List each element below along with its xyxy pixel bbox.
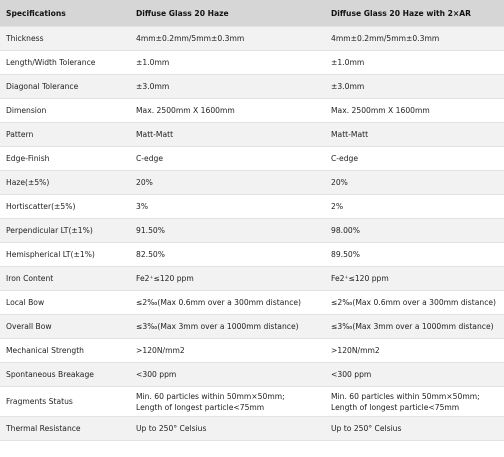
table-cell: ≤3‰(Max 3mm over a 1000mm distance) xyxy=(130,314,325,339)
table-row: Hemispherical LT(±1%) 82.50% 89.50% xyxy=(0,242,504,267)
table-cell: Spontaneous Breakage xyxy=(0,362,130,387)
table-cell: >120N/mm2 xyxy=(130,338,325,363)
table-cell: ≤3‰(Max 3mm over a 1000mm distance) xyxy=(325,314,504,339)
table-cell: Thickness xyxy=(0,26,130,51)
table-cell: 2% xyxy=(325,194,504,219)
table-row: Thickness 4mm±0.2mm/5mm±0.3mm 4mm±0.2mm/5m… xyxy=(0,26,504,51)
table-row: Mechanical Strength >120N/mm2 >120N/mm2 xyxy=(0,338,504,363)
table-cell: Min. 60 particles within 50mm×50mm; Lengt… xyxy=(130,386,325,417)
table-cell: Up to 250° Celsius xyxy=(130,416,325,441)
table-row: Thermal Resistance Up to 250° Celsius Up t… xyxy=(0,416,504,441)
table-row: Dimension Max. 2500mm X 1600mm Max. 2500mm… xyxy=(0,98,504,123)
table-cell: ≤2‰(Max 0.6mm over a 300mm distance) xyxy=(325,290,504,315)
table-cell: Hemispherical LT(±1%) xyxy=(0,242,130,267)
table-cell: Diagonal Tolerance xyxy=(0,74,130,99)
table-cell: ±1.0mm xyxy=(130,50,325,75)
header-row: Specifications Diffuse Glass 20 Haze Dif… xyxy=(0,0,504,27)
table-cell: Hortiscatter(±5%) xyxy=(0,194,130,219)
table-cell: Perpendicular LT(±1%) xyxy=(0,218,130,243)
table-cell: <300 ppm xyxy=(130,362,325,387)
cell-line: Length of longest particle<75mm xyxy=(136,402,265,412)
table-cell: 4mm±0.2mm/5mm±0.3mm xyxy=(325,26,504,51)
table-body: Thickness 4mm±0.2mm/5mm±0.3mm 4mm±0.2mm/5m… xyxy=(0,26,504,441)
table-cell: Dimension xyxy=(0,98,130,123)
table-cell: Local Bow xyxy=(0,290,130,315)
table-row: Local Bow ≤2‰(Max 0.6mm over a 300mm dist… xyxy=(0,290,504,315)
table-cell: 89.50% xyxy=(325,242,504,267)
table-cell: 20% xyxy=(325,170,504,195)
table-cell: Matt-Matt xyxy=(325,122,504,147)
header-cell: Diffuse Glass 20 Haze with 2×AR xyxy=(325,0,504,27)
table-cell: 91.50% xyxy=(130,218,325,243)
table-row: Pattern Matt-Matt Matt-Matt xyxy=(0,122,504,147)
table-cell: Haze(±5%) xyxy=(0,170,130,195)
table-cell: Fragments Status xyxy=(0,386,130,417)
table-cell: Overall Bow xyxy=(0,314,130,339)
header-cell: Specifications xyxy=(0,0,130,27)
table-cell: Max. 2500mm X 1600mm xyxy=(325,98,504,123)
table-cell: Min. 60 particles within 50mm×50mm; Lengt… xyxy=(325,386,504,417)
table-row: Spontaneous Breakage <300 ppm <300 ppm xyxy=(0,362,504,387)
table-cell: 20% xyxy=(130,170,325,195)
table-row: Iron Content Fe2⁺≤120 ppm Fe2⁺≤120 ppm xyxy=(0,266,504,291)
table-cell: Pattern xyxy=(0,122,130,147)
table-cell: Matt-Matt xyxy=(130,122,325,147)
table-cell: Iron Content xyxy=(0,266,130,291)
table-row: Length/Width Tolerance ±1.0mm ±1.0mm xyxy=(0,50,504,75)
table-cell: C-edge xyxy=(325,146,504,171)
cell-line: Length of longest particle<75mm xyxy=(331,402,460,412)
table-row: Edge-Finish C-edge C-edge xyxy=(0,146,504,171)
spec-table: Specifications Diffuse Glass 20 Haze Dif… xyxy=(0,0,504,441)
table-cell: Mechanical Strength xyxy=(0,338,130,363)
table-row: Haze(±5%) 20% 20% xyxy=(0,170,504,195)
table-cell: 4mm±0.2mm/5mm±0.3mm xyxy=(130,26,325,51)
table-cell: Edge-Finish xyxy=(0,146,130,171)
table-cell: 98.00% xyxy=(325,218,504,243)
table-cell: 82.50% xyxy=(130,242,325,267)
table-row: Overall Bow ≤3‰(Max 3mm over a 1000mm dis… xyxy=(0,314,504,339)
table-cell: Max. 2500mm X 1600mm xyxy=(130,98,325,123)
table-cell: >120N/mm2 xyxy=(325,338,504,363)
table-cell: ±3.0mm xyxy=(130,74,325,99)
table-cell: Length/Width Tolerance xyxy=(0,50,130,75)
table-cell: ±3.0mm xyxy=(325,74,504,99)
table-cell: ≤2‰(Max 0.6mm over a 300mm distance) xyxy=(130,290,325,315)
table-cell: Up to 250° Celsius xyxy=(325,416,504,441)
cell-line: Min. 60 particles within 50mm×50mm; xyxy=(331,391,480,401)
table-row: Fragments Status Min. 60 particles within… xyxy=(0,386,504,417)
table-cell: ±1.0mm xyxy=(325,50,504,75)
table-cell: Fe2⁺≤120 ppm xyxy=(325,266,504,291)
table-row: Perpendicular LT(±1%) 91.50% 98.00% xyxy=(0,218,504,243)
table-cell: 3% xyxy=(130,194,325,219)
table-cell: C-edge xyxy=(130,146,325,171)
table-row: Diagonal Tolerance ±3.0mm ±3.0mm xyxy=(0,74,504,99)
table-row: Hortiscatter(±5%) 3% 2% xyxy=(0,194,504,219)
cell-line: Min. 60 particles within 50mm×50mm; xyxy=(136,391,285,401)
table-cell: <300 ppm xyxy=(325,362,504,387)
table-cell: Thermal Resistance xyxy=(0,416,130,441)
header-cell: Diffuse Glass 20 Haze xyxy=(130,0,325,27)
table-cell: Fe2⁺≤120 ppm xyxy=(130,266,325,291)
